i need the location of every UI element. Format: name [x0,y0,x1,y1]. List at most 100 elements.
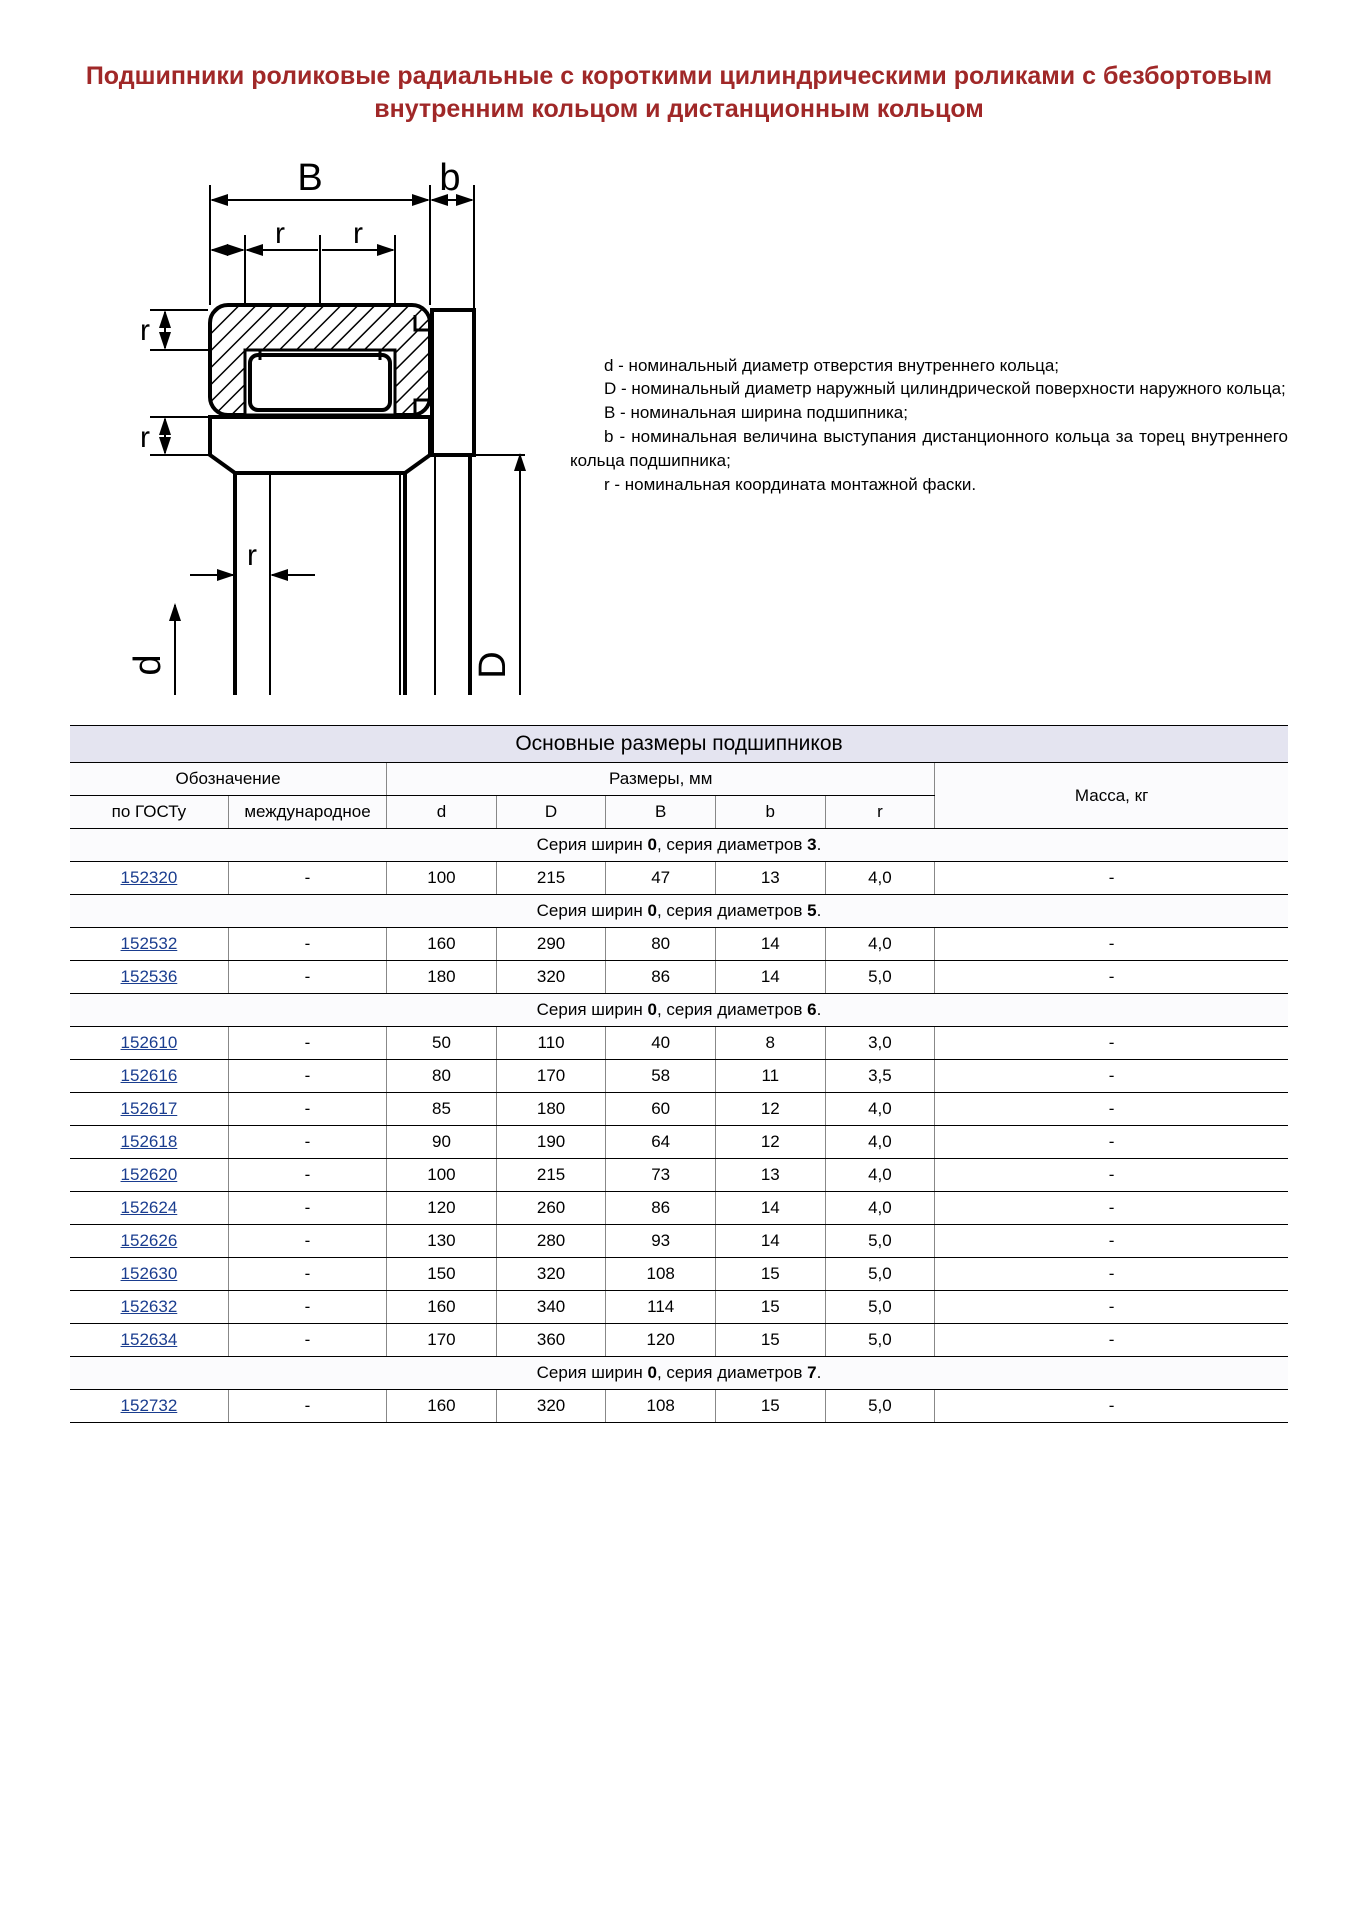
cell-intl: - [228,1060,386,1093]
table-row: 152320-10021547134,0- [70,862,1288,895]
cell-B: 73 [606,1159,716,1192]
cell-r: 4,0 [825,1126,935,1159]
cell-intl: - [228,1027,386,1060]
cell-mass: - [935,1192,1288,1225]
dim-label-r4: r [140,421,150,454]
cell-gost[interactable]: 152616 [70,1060,228,1093]
cell-r: 5,0 [825,1390,935,1423]
cell-b: 15 [715,1291,825,1324]
cell-D: 215 [496,862,606,895]
cell-d: 180 [387,961,497,994]
cell-gost[interactable]: 152620 [70,1159,228,1192]
dim-label-r2: r [353,217,363,250]
cell-b: 14 [715,928,825,961]
table-row: 152626-13028093145,0- [70,1225,1288,1258]
cell-mass: - [935,1093,1288,1126]
cell-r: 4,0 [825,928,935,961]
cell-d: 130 [387,1225,497,1258]
cell-r: 4,0 [825,1159,935,1192]
cell-d: 170 [387,1324,497,1357]
cell-gost[interactable]: 152610 [70,1027,228,1060]
cell-mass: - [935,1027,1288,1060]
legend-D: D - номинальный диаметр наружный цилиндр… [570,377,1288,401]
hdr-b: b [715,796,825,829]
cell-b: 15 [715,1258,825,1291]
dim-label-b: b [439,157,460,199]
cell-gost[interactable]: 152630 [70,1258,228,1291]
cell-mass: - [935,1225,1288,1258]
cell-d: 160 [387,1390,497,1423]
table-row: 152618-9019064124,0- [70,1126,1288,1159]
cell-D: 320 [496,961,606,994]
cell-B: 47 [606,862,716,895]
cell-intl: - [228,1192,386,1225]
cell-mass: - [935,1159,1288,1192]
cell-B: 58 [606,1060,716,1093]
cell-intl: - [228,862,386,895]
cell-B: 60 [606,1093,716,1126]
cell-gost[interactable]: 152624 [70,1192,228,1225]
table-row: 152624-12026086144,0- [70,1192,1288,1225]
cell-d: 100 [387,862,497,895]
hdr-B: B [606,796,716,829]
cell-D: 190 [496,1126,606,1159]
cell-d: 50 [387,1027,497,1060]
cell-intl: - [228,1126,386,1159]
cell-intl: - [228,1324,386,1357]
hdr-designation: Обозначение [70,763,387,796]
cell-intl: - [228,1291,386,1324]
diagram-row: B b r r r r r [70,155,1288,695]
cell-b: 13 [715,1159,825,1192]
cell-B: 64 [606,1126,716,1159]
cell-d: 80 [387,1060,497,1093]
cell-d: 85 [387,1093,497,1126]
table-row: 152632-160340114155,0- [70,1291,1288,1324]
cell-gost[interactable]: 152617 [70,1093,228,1126]
cell-b: 12 [715,1093,825,1126]
cell-D: 360 [496,1324,606,1357]
cell-b: 12 [715,1126,825,1159]
cell-D: 110 [496,1027,606,1060]
cell-b: 11 [715,1060,825,1093]
cell-d: 160 [387,1291,497,1324]
cell-mass: - [935,1324,1288,1357]
cell-D: 260 [496,1192,606,1225]
legend-r: r - номинальная координата монтажной фас… [570,473,1288,497]
cell-B: 86 [606,1192,716,1225]
dim-label-B: B [297,157,322,199]
cell-intl: - [228,1390,386,1423]
cell-r: 4,0 [825,1093,935,1126]
cell-gost[interactable]: 152536 [70,961,228,994]
legend-d: d - номинальный диаметр отверстия внутре… [570,354,1288,378]
cell-gost[interactable]: 152626 [70,1225,228,1258]
cell-intl: - [228,1159,386,1192]
cell-r: 3,5 [825,1060,935,1093]
dim-label-D: D [472,651,514,678]
cell-r: 5,0 [825,1258,935,1291]
cell-D: 215 [496,1159,606,1192]
cell-D: 180 [496,1093,606,1126]
hdr-dimensions: Размеры, мм [387,763,935,796]
cell-b: 15 [715,1324,825,1357]
table-row: 152536-18032086145,0- [70,961,1288,994]
cell-gost[interactable]: 152634 [70,1324,228,1357]
hdr-intl: международное [228,796,386,829]
cell-B: 108 [606,1258,716,1291]
cell-gost[interactable]: 152632 [70,1291,228,1324]
hdr-D: D [496,796,606,829]
cell-gost[interactable]: 152732 [70,1390,228,1423]
dim-label-r1: r [275,217,285,250]
cell-mass: - [935,1291,1288,1324]
cell-mass: - [935,862,1288,895]
cell-d: 150 [387,1258,497,1291]
cell-gost[interactable]: 152532 [70,928,228,961]
dimension-legend: d - номинальный диаметр отверстия внутре… [540,354,1288,497]
cell-mass: - [935,1258,1288,1291]
table-row: 152617-8518060124,0- [70,1093,1288,1126]
cell-gost[interactable]: 152320 [70,862,228,895]
dimensions-table: Основные размеры подшипников Обозначение… [70,725,1288,1423]
table-row: 152620-10021573134,0- [70,1159,1288,1192]
series-header: Серия ширин 0, серия диаметров 7. [70,1357,1288,1390]
cell-gost[interactable]: 152618 [70,1126,228,1159]
cell-intl: - [228,1258,386,1291]
